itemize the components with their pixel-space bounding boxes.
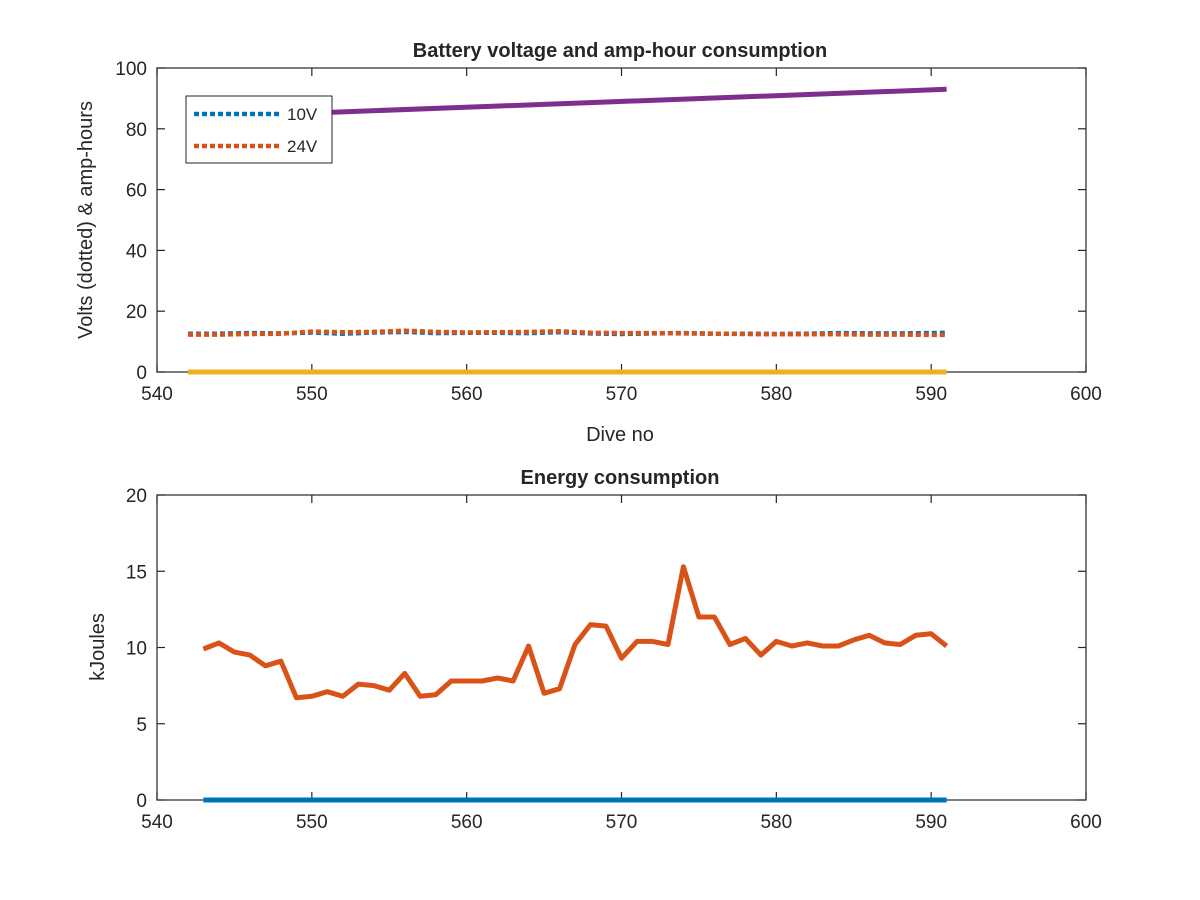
x-tick-label: 570 <box>606 812 638 833</box>
energy-x-ticks: 540 550 560 570 580 590 600 <box>141 495 1102 833</box>
voltage-series-lines <box>188 86 947 375</box>
voltage-chart-title: Battery voltage and amp-hour consumption <box>413 40 827 62</box>
series-line-24v <box>188 328 947 338</box>
legend-box <box>185 95 333 164</box>
x-tick-label: 560 <box>451 812 483 833</box>
y-tick-label: 0 <box>136 791 147 812</box>
y-tick-label: 5 <box>136 715 147 736</box>
y-tick-label: 10 <box>126 639 147 660</box>
y-tick-label: 60 <box>126 181 147 202</box>
x-tick-label: 580 <box>760 384 792 405</box>
y-tick-label: 20 <box>126 302 147 323</box>
voltage-x-ticks: 540 550 560 570 580 590 600 <box>141 68 1102 405</box>
voltage-y-axis-label: Volts (dotted) & amp-hours <box>75 101 97 339</box>
series-line-0-2 <box>296 86 947 117</box>
voltage-x-axis-label: Dive no <box>586 424 654 446</box>
series-line-1-0 <box>202 564 949 701</box>
x-tick-label: 600 <box>1070 384 1102 405</box>
legend-label-24v: 24V <box>287 137 318 156</box>
x-tick-label: 580 <box>760 812 792 833</box>
x-tick-label: 600 <box>1070 812 1102 833</box>
energy-series-lines <box>202 564 949 803</box>
x-tick-label: 550 <box>296 812 328 833</box>
y-tick-label: 80 <box>126 120 147 141</box>
energy-chart-title: Energy consumption <box>521 467 720 489</box>
x-tick-label: 590 <box>915 812 947 833</box>
voltage-y-ticks: 0 20 40 60 80 100 <box>115 59 1086 384</box>
legend-label-10v: 10V <box>287 105 318 124</box>
x-tick-label: 560 <box>451 384 483 405</box>
y-tick-label: 100 <box>115 59 147 80</box>
energy-plot-area <box>156 494 1087 801</box>
legend: 10V 24V <box>185 95 333 164</box>
x-tick-label: 570 <box>606 384 638 405</box>
x-tick-label: 540 <box>141 384 173 405</box>
energy-y-axis-label: kJoules <box>87 613 109 681</box>
y-tick-label: 15 <box>126 562 147 583</box>
x-tick-label: 590 <box>915 384 947 405</box>
x-tick-label: 540 <box>141 812 173 833</box>
y-tick-label: 40 <box>126 241 147 262</box>
x-tick-label: 550 <box>296 384 328 405</box>
y-tick-label: 0 <box>136 363 147 384</box>
energy-axes: Energy consumption 540 550 560 570 580 590 600… <box>87 467 1102 833</box>
y-tick-label: 20 <box>126 486 147 507</box>
energy-y-ticks: 0 5 10 15 20 <box>126 486 1086 812</box>
voltage-axes: Battery voltage and amp-hour consumption… <box>75 40 1102 446</box>
